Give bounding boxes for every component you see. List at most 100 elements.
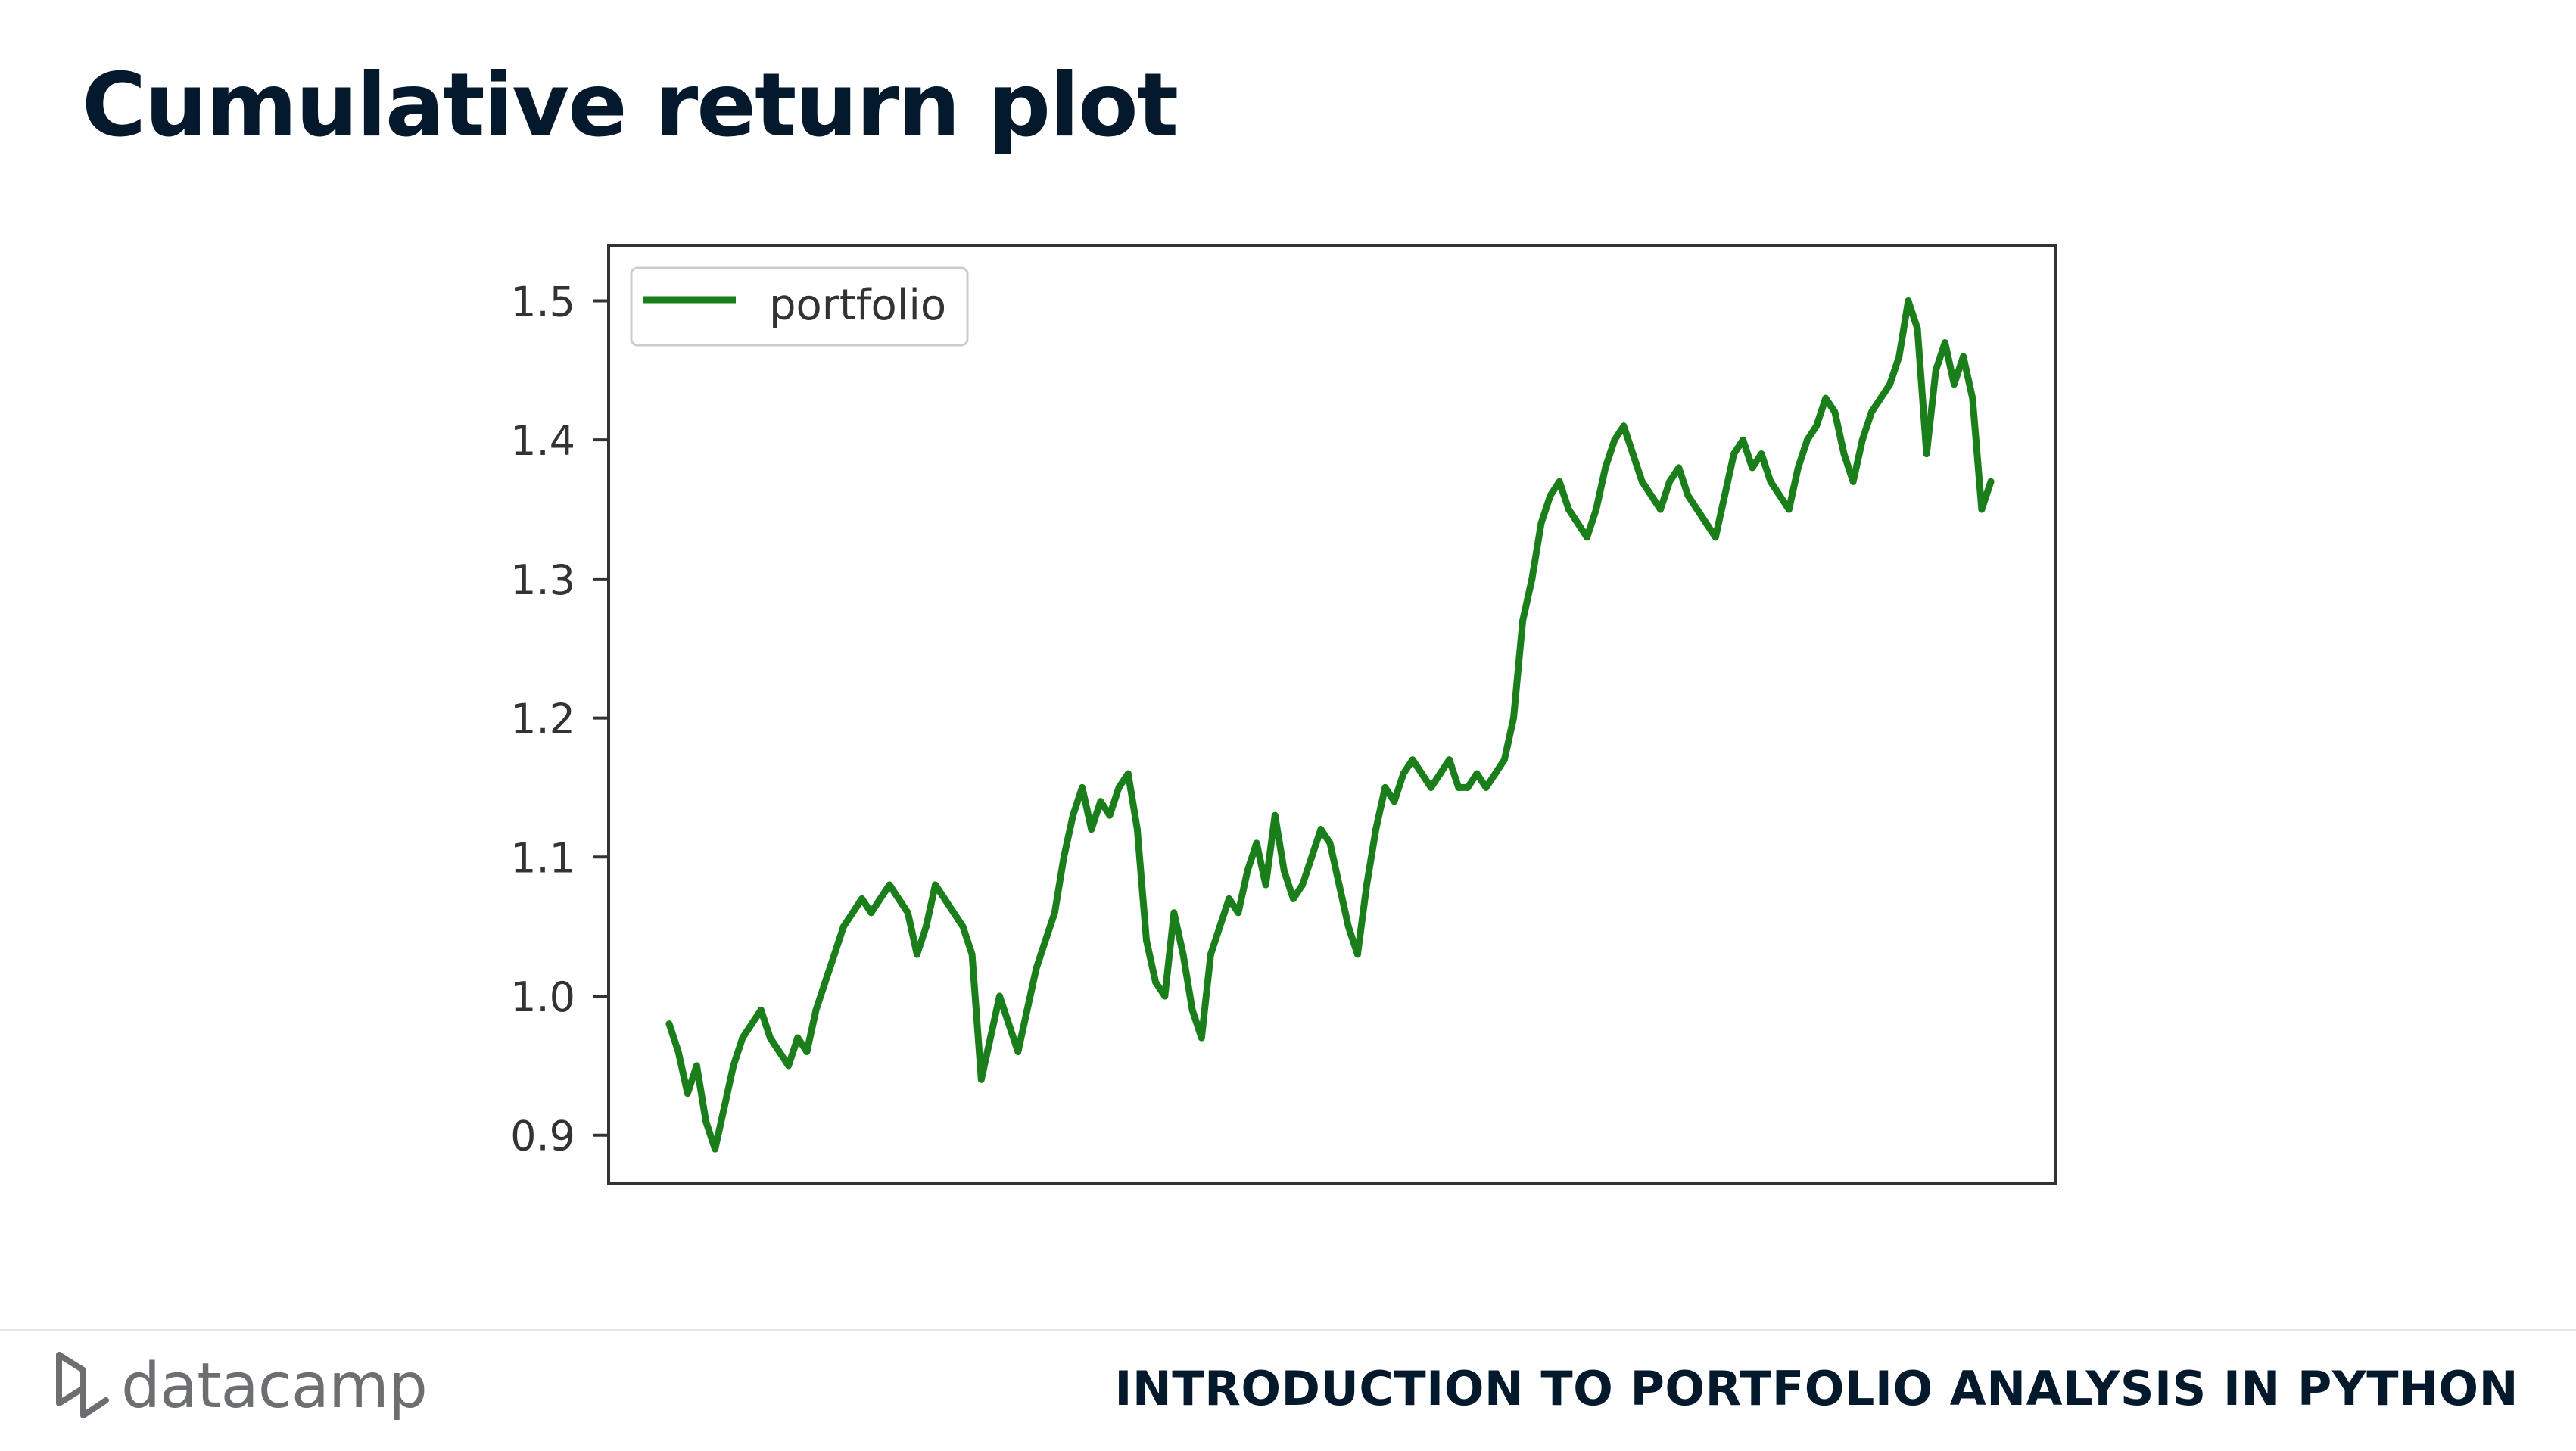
data-point: [684, 1090, 691, 1098]
data-point: [1097, 798, 1104, 805]
data-point: [1170, 909, 1178, 917]
data-point: [1749, 464, 1756, 472]
data-point: [1023, 1006, 1031, 1014]
data-point: [785, 1062, 793, 1070]
plot-frame: [607, 244, 2057, 1185]
data-point: [1400, 770, 1407, 777]
data-point: [1951, 381, 1958, 388]
data-point: [794, 1034, 802, 1042]
y-tick-label: 1.0: [510, 973, 575, 1021]
data-point: [730, 1062, 737, 1070]
data-point: [739, 1034, 746, 1042]
data-point: [1849, 478, 1857, 485]
data-point: [1143, 937, 1150, 944]
data-point: [1776, 492, 1783, 500]
data-point: [904, 909, 911, 917]
data-point: [996, 992, 1003, 1000]
data-point: [702, 1117, 709, 1125]
series-points-portfolio: [665, 297, 1995, 1153]
y-tick-label: 1.1: [510, 834, 575, 882]
data-point: [1198, 1034, 1205, 1042]
data-point: [1491, 770, 1499, 777]
brand-name: datacamp: [121, 1350, 428, 1422]
data-point: [1804, 436, 1811, 444]
data-point: [1914, 325, 1921, 332]
data-point: [1079, 783, 1086, 791]
data-point: [867, 909, 875, 917]
footer-divider: [0, 1329, 2576, 1331]
data-point: [1335, 881, 1343, 889]
data-point: [1693, 506, 1701, 513]
data-point: [1675, 464, 1683, 472]
data-point: [1070, 811, 1076, 819]
data-point: [849, 909, 856, 917]
data-point: [923, 923, 930, 930]
data-point: [1014, 1048, 1022, 1055]
data-point: [1455, 783, 1462, 791]
data-point: [1602, 464, 1609, 472]
data-point: [1381, 783, 1389, 791]
data-point: [1235, 909, 1242, 917]
course-title: INTRODUCTION TO PORTFOLIO ANALYSIS IN PY…: [1114, 1361, 2518, 1416]
y-tick-label: 1.4: [510, 417, 575, 465]
data-point: [1363, 881, 1370, 889]
data-point: [776, 1048, 783, 1055]
data-point: [1188, 1006, 1196, 1014]
data-point: [858, 895, 866, 902]
data-point: [1877, 394, 1884, 402]
data-point: [830, 951, 838, 958]
data-point: [950, 909, 958, 917]
data-point: [1858, 436, 1866, 444]
data-point: [1161, 992, 1169, 1000]
data-point: [1344, 923, 1352, 930]
data-point: [1051, 909, 1058, 917]
data-point: [1886, 381, 1894, 388]
data-point: [1905, 297, 1912, 304]
legend-box: [630, 266, 969, 347]
data-point: [1702, 519, 1710, 527]
y-tick-label: 1.3: [510, 556, 575, 604]
data-point: [1133, 826, 1141, 833]
data-point: [1446, 756, 1453, 764]
legend: portfolio: [630, 266, 969, 347]
data-point: [1088, 826, 1095, 833]
data-point: [1740, 436, 1747, 444]
data-point: [1500, 756, 1508, 764]
data-point: [877, 895, 884, 902]
data-point: [1867, 408, 1875, 416]
data-point: [1647, 492, 1655, 500]
data-point: [1152, 979, 1160, 986]
data-point: [1987, 478, 1995, 485]
legend-label-portfolio: portfolio: [769, 281, 946, 330]
data-point: [1840, 450, 1848, 458]
data-point: [986, 1034, 994, 1042]
data-point: [932, 881, 939, 889]
data-point: [1721, 492, 1728, 500]
data-point: [1482, 783, 1490, 791]
data-point: [1785, 506, 1793, 513]
data-point: [1271, 811, 1279, 819]
data-point: [1060, 853, 1067, 861]
data-point: [1317, 826, 1325, 833]
data-point: [1510, 715, 1517, 722]
data-point: [959, 923, 967, 930]
data-point: [1978, 506, 1986, 513]
data-point: [1895, 353, 1903, 360]
data-point: [1106, 811, 1114, 819]
data-point: [977, 1076, 985, 1083]
data-point: [1556, 478, 1563, 485]
data-point: [1620, 422, 1628, 430]
data-point: [1290, 895, 1297, 902]
data-point: [1969, 394, 1976, 402]
data-point: [1611, 436, 1618, 444]
data-point: [913, 951, 920, 958]
data-point: [1033, 964, 1040, 972]
data-point: [1409, 756, 1416, 764]
data-point: [1767, 478, 1774, 485]
data-point: [1473, 770, 1481, 777]
data-point: [1308, 853, 1316, 861]
data-point: [1813, 422, 1821, 430]
datacamp-logo-icon: [56, 1352, 109, 1418]
data-point: [1638, 478, 1646, 485]
